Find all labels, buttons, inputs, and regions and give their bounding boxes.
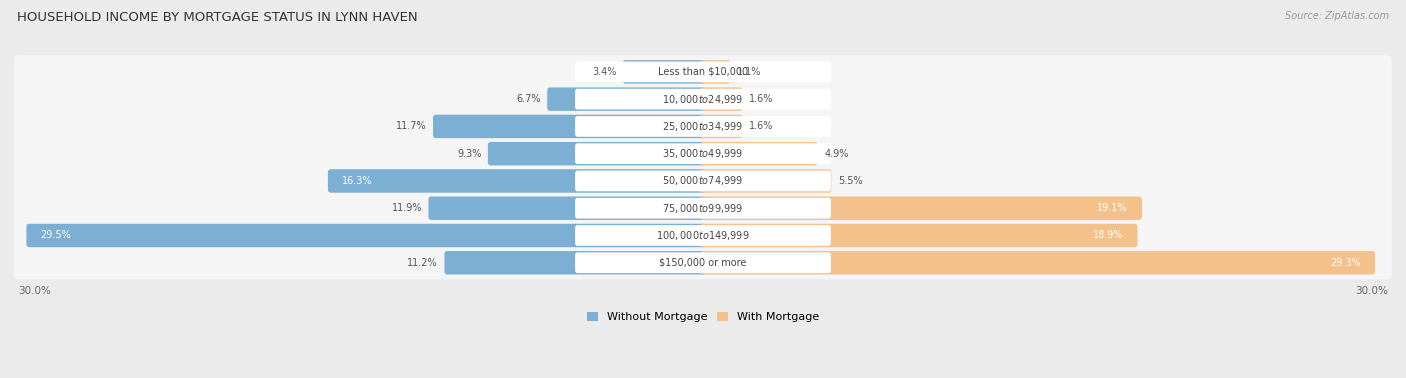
FancyBboxPatch shape	[623, 60, 706, 84]
FancyBboxPatch shape	[700, 197, 1142, 220]
Text: 19.1%: 19.1%	[1097, 203, 1128, 213]
FancyBboxPatch shape	[14, 137, 1392, 170]
FancyBboxPatch shape	[700, 142, 818, 166]
FancyBboxPatch shape	[14, 82, 1392, 116]
Text: Less than $10,000: Less than $10,000	[658, 67, 748, 77]
FancyBboxPatch shape	[700, 60, 731, 84]
Text: 5.5%: 5.5%	[838, 176, 862, 186]
FancyBboxPatch shape	[14, 110, 1392, 143]
Text: 11.7%: 11.7%	[396, 121, 426, 132]
Text: 3.4%: 3.4%	[592, 67, 616, 77]
Text: $25,000 to $34,999: $25,000 to $34,999	[662, 120, 744, 133]
FancyBboxPatch shape	[27, 224, 706, 247]
Text: 6.7%: 6.7%	[516, 94, 541, 104]
Text: HOUSEHOLD INCOME BY MORTGAGE STATUS IN LYNN HAVEN: HOUSEHOLD INCOME BY MORTGAGE STATUS IN L…	[17, 11, 418, 24]
Text: 16.3%: 16.3%	[342, 176, 373, 186]
FancyBboxPatch shape	[575, 198, 831, 218]
Text: $75,000 to $99,999: $75,000 to $99,999	[662, 202, 744, 215]
FancyBboxPatch shape	[14, 219, 1392, 252]
FancyBboxPatch shape	[328, 169, 706, 193]
FancyBboxPatch shape	[575, 89, 831, 110]
Text: 11.2%: 11.2%	[408, 258, 439, 268]
FancyBboxPatch shape	[14, 246, 1392, 279]
FancyBboxPatch shape	[575, 116, 831, 137]
FancyBboxPatch shape	[14, 192, 1392, 225]
FancyBboxPatch shape	[488, 142, 706, 166]
Text: $150,000 or more: $150,000 or more	[659, 258, 747, 268]
FancyBboxPatch shape	[700, 87, 742, 111]
Text: 4.9%: 4.9%	[824, 149, 848, 159]
Text: 18.9%: 18.9%	[1092, 231, 1123, 240]
Legend: Without Mortgage, With Mortgage: Without Mortgage, With Mortgage	[582, 307, 824, 327]
FancyBboxPatch shape	[14, 55, 1392, 88]
Text: 29.3%: 29.3%	[1330, 258, 1361, 268]
FancyBboxPatch shape	[429, 197, 706, 220]
Text: 29.5%: 29.5%	[41, 231, 72, 240]
Text: $50,000 to $74,999: $50,000 to $74,999	[662, 175, 744, 187]
FancyBboxPatch shape	[444, 251, 706, 274]
Text: 11.9%: 11.9%	[391, 203, 422, 213]
FancyBboxPatch shape	[14, 164, 1392, 198]
FancyBboxPatch shape	[433, 115, 706, 138]
Text: $35,000 to $49,999: $35,000 to $49,999	[662, 147, 744, 160]
FancyBboxPatch shape	[700, 169, 831, 193]
FancyBboxPatch shape	[547, 87, 706, 111]
FancyBboxPatch shape	[575, 225, 831, 246]
FancyBboxPatch shape	[700, 115, 742, 138]
Text: 30.0%: 30.0%	[18, 286, 51, 296]
FancyBboxPatch shape	[575, 170, 831, 191]
FancyBboxPatch shape	[575, 62, 831, 82]
FancyBboxPatch shape	[700, 224, 1137, 247]
Text: 1.1%: 1.1%	[737, 67, 762, 77]
FancyBboxPatch shape	[575, 253, 831, 273]
Text: $10,000 to $24,999: $10,000 to $24,999	[662, 93, 744, 106]
Text: Source: ZipAtlas.com: Source: ZipAtlas.com	[1285, 11, 1389, 21]
Text: 1.6%: 1.6%	[748, 94, 773, 104]
FancyBboxPatch shape	[575, 143, 831, 164]
Text: 9.3%: 9.3%	[457, 149, 481, 159]
Text: 30.0%: 30.0%	[1355, 286, 1388, 296]
Text: 1.6%: 1.6%	[748, 121, 773, 132]
FancyBboxPatch shape	[700, 251, 1375, 274]
Text: $100,000 to $149,999: $100,000 to $149,999	[657, 229, 749, 242]
